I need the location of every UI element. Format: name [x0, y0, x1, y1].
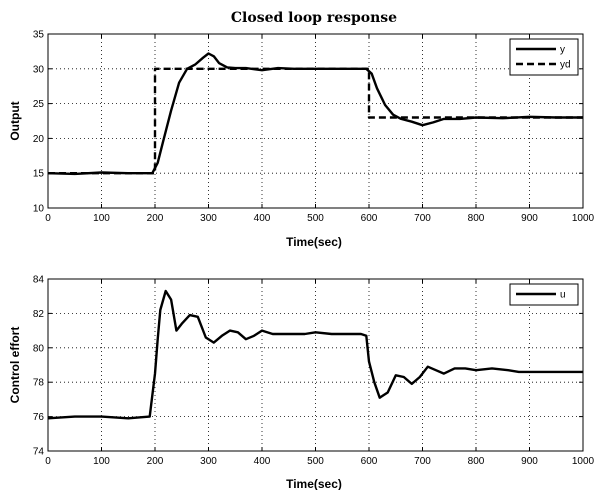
x-tick-label: 500: [307, 213, 324, 224]
y-tick-label: 15: [33, 169, 45, 180]
x-tick-label: 700: [414, 456, 431, 467]
control-effort-panel: 0 100 200 300 400 500 600 700 800 900 1000 74 76 78 80…: [8, 275, 595, 490]
x-tick-label: 800: [468, 456, 485, 467]
x-tick-label: 1000: [572, 213, 595, 224]
output-plot-area: [47, 33, 584, 209]
chart-title: Closed loop response: [231, 10, 397, 26]
x-tick-label: 0: [45, 456, 51, 467]
y-tick-label: 84: [33, 275, 45, 286]
x-tick-label: 900: [521, 213, 538, 224]
x-tick-label: 200: [147, 213, 164, 224]
control-effort-legend: u: [509, 283, 579, 306]
x-tick-label: 100: [93, 456, 110, 467]
x-tick-label: 700: [414, 213, 431, 224]
legend-label-u: u: [560, 290, 566, 301]
y-tick-label: 80: [33, 343, 45, 354]
control-effort-plot-area: [47, 278, 584, 452]
x-tick-label: 600: [361, 456, 378, 467]
x-tick-label: 900: [521, 456, 538, 467]
y-tick-label: 78: [33, 378, 45, 389]
x-tick-label: 300: [200, 213, 217, 224]
x-tick-label: 500: [307, 456, 324, 467]
control-effort-y-axis-label: Control effort: [8, 327, 22, 404]
x-tick-label: 300: [200, 456, 217, 467]
y-tick-label: 76: [33, 412, 45, 423]
x-tick-label: 800: [468, 213, 485, 224]
x-tick-label: 600: [361, 213, 378, 224]
y-tick-label: 25: [33, 99, 45, 110]
output-legend: y yd: [509, 38, 579, 76]
y-tick-label: 20: [33, 134, 45, 145]
series-line-u: [47, 289, 583, 420]
output-x-axis-label: Time(sec): [286, 235, 342, 249]
x-tick-label: 200: [147, 456, 164, 467]
x-tick-label: 400: [254, 456, 271, 467]
y-tick-label: 30: [33, 64, 45, 75]
x-tick-label: 400: [254, 213, 271, 224]
legend-label-yd: yd: [560, 60, 571, 71]
output-panel: Closed loop response 0 100 200 300 400 500 600…: [8, 10, 595, 249]
series-line-yd: [48, 67, 583, 175]
output-y-axis-label: Output: [8, 101, 22, 140]
control-effort-x-axis-label: Time(sec): [286, 477, 342, 490]
legend-label-y: y: [560, 45, 565, 56]
legend-box: [509, 38, 579, 76]
x-tick-label: 100: [93, 213, 110, 224]
y-tick-label: 35: [33, 30, 45, 41]
y-tick-label: 74: [33, 447, 45, 458]
x-tick-label: 0: [45, 213, 51, 224]
y-tick-label: 82: [33, 309, 45, 320]
x-tick-label: 1000: [572, 456, 595, 467]
y-tick-label: 10: [33, 204, 45, 215]
